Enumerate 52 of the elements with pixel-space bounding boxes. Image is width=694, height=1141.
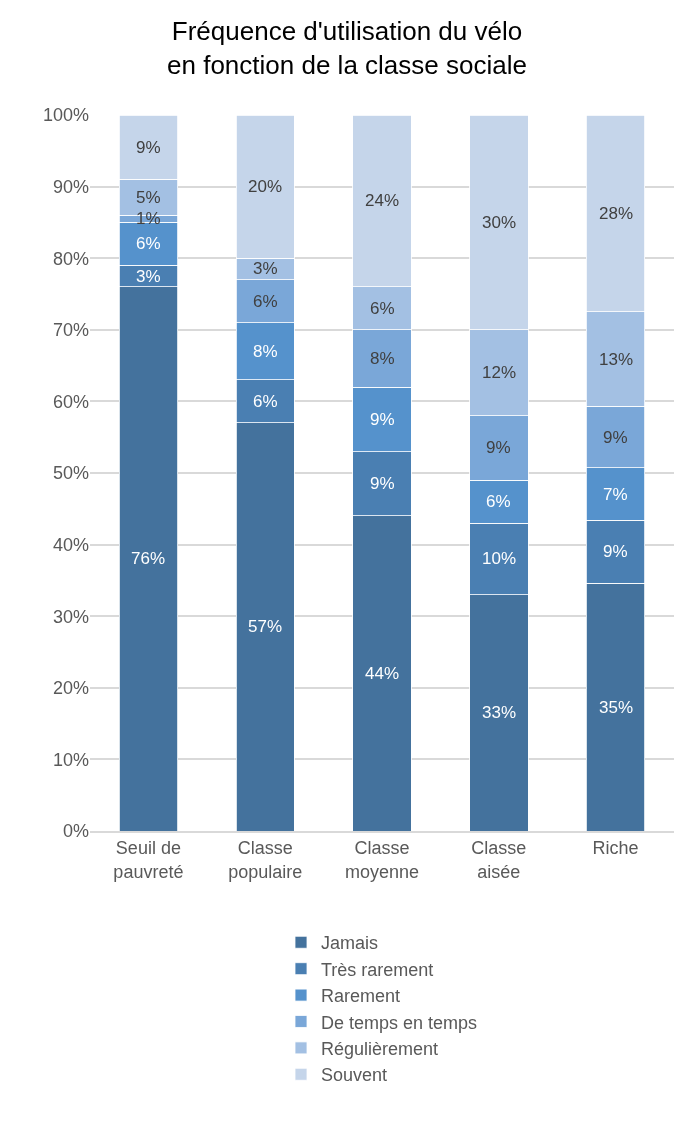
y-tick-label: 0% bbox=[62, 821, 89, 842]
data-label: 6% bbox=[253, 292, 278, 311]
data-label: 9% bbox=[136, 138, 161, 157]
data-label: 10% bbox=[482, 549, 517, 568]
y-tick-label: 10% bbox=[52, 749, 89, 770]
data-label: 5% bbox=[136, 188, 161, 207]
x-tick-label: Classe populaire bbox=[228, 838, 303, 882]
legend-label: Régulièrement bbox=[321, 1038, 439, 1059]
data-label: 9% bbox=[370, 410, 395, 429]
x-tick-label: Classe moyenne bbox=[344, 838, 420, 882]
y-tick-label: 20% bbox=[52, 678, 89, 699]
y-tick-label: 80% bbox=[52, 248, 89, 269]
data-label: 20% bbox=[248, 177, 283, 196]
data-label: 9% bbox=[603, 428, 628, 447]
data-label: 24% bbox=[365, 191, 400, 210]
y-tick-label: 30% bbox=[52, 606, 89, 627]
data-label: 6% bbox=[370, 299, 395, 318]
data-label: 3% bbox=[253, 259, 278, 278]
data-label: 3% bbox=[136, 267, 161, 286]
data-label: 35% bbox=[599, 698, 634, 717]
legend-label: Souvent bbox=[321, 1065, 388, 1086]
data-label: 9% bbox=[370, 474, 395, 493]
data-label: 9% bbox=[603, 542, 628, 561]
legend-label: De temps en temps bbox=[321, 1012, 478, 1033]
x-tick-label: Riche bbox=[592, 838, 639, 859]
data-label: 28% bbox=[599, 204, 634, 223]
data-label: 12% bbox=[482, 363, 517, 382]
y-tick-label: 70% bbox=[52, 320, 89, 341]
data-label: 6% bbox=[136, 234, 161, 253]
legend-label: Très rarement bbox=[321, 959, 434, 980]
y-tick-label: 100% bbox=[42, 105, 89, 126]
y-tick-label: 90% bbox=[52, 176, 89, 197]
data-label: 57% bbox=[248, 617, 283, 636]
legend-label: Jamais bbox=[321, 933, 379, 954]
data-label: 6% bbox=[486, 492, 511, 511]
data-label: 44% bbox=[365, 664, 400, 683]
x-tick-label: Seuil de pauvreté bbox=[113, 838, 184, 882]
data-label: 33% bbox=[482, 703, 517, 722]
data-label: 6% bbox=[253, 392, 278, 411]
data-label: 13% bbox=[599, 350, 634, 369]
chart-title: Fréquence d'utilisation du vélo en fonction de la classe sociale bbox=[167, 15, 527, 80]
y-tick-label: 50% bbox=[52, 463, 89, 484]
y-tick-label: 60% bbox=[52, 391, 89, 412]
legend-label: Rarement bbox=[321, 986, 401, 1007]
data-label: 8% bbox=[370, 349, 395, 368]
y-tick-label: 40% bbox=[52, 534, 89, 555]
data-label: 9% bbox=[486, 438, 511, 457]
data-label: 7% bbox=[603, 485, 628, 504]
data-label: 76% bbox=[131, 549, 166, 568]
data-label: 30% bbox=[482, 213, 517, 232]
x-tick-label: Classe aisée bbox=[471, 838, 527, 882]
data-label: 8% bbox=[253, 342, 278, 361]
